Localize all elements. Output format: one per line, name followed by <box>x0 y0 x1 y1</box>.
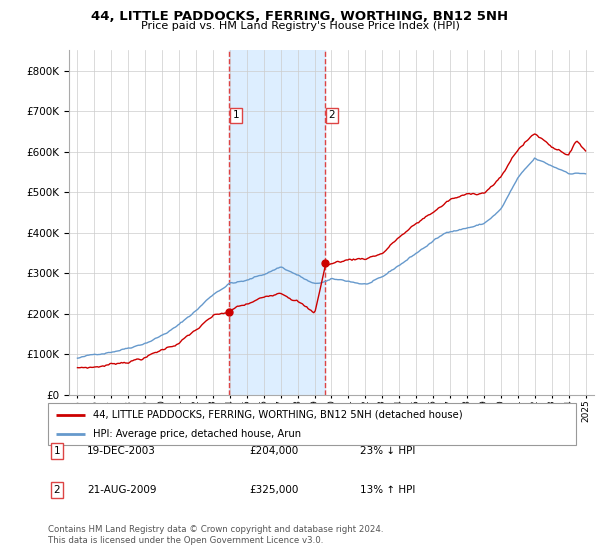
Text: 2: 2 <box>329 110 335 120</box>
Text: HPI: Average price, detached house, Arun: HPI: Average price, detached house, Arun <box>93 429 301 439</box>
Bar <box>229 50 325 395</box>
Text: 21-AUG-2009: 21-AUG-2009 <box>87 485 157 495</box>
Text: Contains HM Land Registry data © Crown copyright and database right 2024.
This d: Contains HM Land Registry data © Crown c… <box>48 525 383 545</box>
Text: 1: 1 <box>53 446 61 456</box>
Text: 44, LITTLE PADDOCKS, FERRING, WORTHING, BN12 5NH: 44, LITTLE PADDOCKS, FERRING, WORTHING, … <box>91 10 509 23</box>
Text: 2: 2 <box>53 485 61 495</box>
Text: 44, LITTLE PADDOCKS, FERRING, WORTHING, BN12 5NH (detached house): 44, LITTLE PADDOCKS, FERRING, WORTHING, … <box>93 409 463 419</box>
Text: 1: 1 <box>233 110 239 120</box>
FancyBboxPatch shape <box>48 403 576 445</box>
Text: Price paid vs. HM Land Registry's House Price Index (HPI): Price paid vs. HM Land Registry's House … <box>140 21 460 31</box>
Text: 19-DEC-2003: 19-DEC-2003 <box>87 446 156 456</box>
Text: 23% ↓ HPI: 23% ↓ HPI <box>360 446 415 456</box>
Text: £204,000: £204,000 <box>249 446 298 456</box>
Text: 13% ↑ HPI: 13% ↑ HPI <box>360 485 415 495</box>
Text: £325,000: £325,000 <box>249 485 298 495</box>
